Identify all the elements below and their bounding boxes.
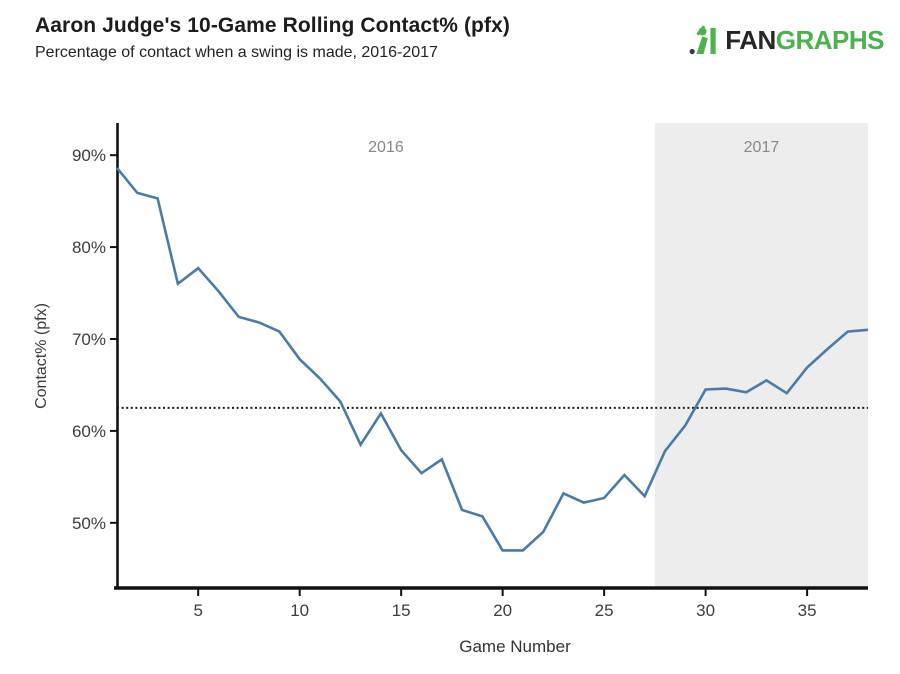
y-tick-label: 60%: [72, 422, 106, 441]
x-tick-label: 25: [595, 601, 614, 620]
x-tick-label: 30: [696, 601, 715, 620]
contact-pct-line: [115, 167, 869, 552]
y-tick-label: 90%: [72, 146, 106, 165]
logo-text-graphs: GRAPHS: [775, 25, 885, 55]
y-tick-label: 70%: [72, 330, 106, 349]
chart-title: Aaron Judge's 10-Game Rolling Contact% (…: [35, 14, 510, 37]
fangraphs-batter-icon: [689, 25, 716, 55]
x-tick-label: 15: [392, 601, 411, 620]
x-tick-label: 35: [798, 601, 817, 620]
y-tick-label: 80%: [72, 238, 106, 257]
fangraphs-logo: FAN GRAPHS: [689, 24, 885, 56]
shaded-region-2017: [654, 123, 868, 587]
chart-subtitle: Percentage of contact when a swing is ma…: [35, 44, 438, 61]
chart-header: Aaron Judge's 10-Game Rolling Contact% (…: [35, 14, 510, 62]
x-tick-label: 20: [493, 601, 512, 620]
x-axis-title: Game Number: [459, 637, 571, 656]
x-tick-label: 10: [290, 601, 309, 620]
x-tick-label: 5: [193, 601, 202, 620]
region-label-2017: 2017: [744, 139, 780, 156]
y-axis-title: Contact% (pfx): [33, 303, 50, 409]
region-label-2016: 2016: [368, 139, 404, 156]
logo-text-fan: FAN: [725, 25, 776, 55]
y-tick-label: 50%: [72, 514, 106, 533]
